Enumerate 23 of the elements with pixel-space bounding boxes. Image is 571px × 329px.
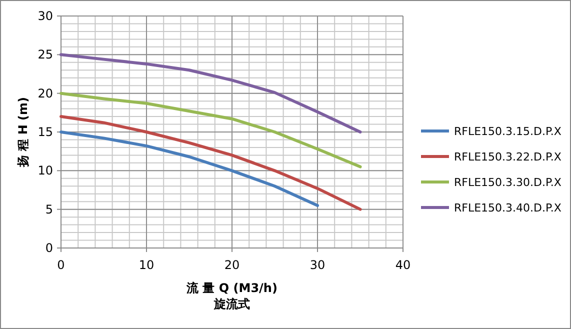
line-series <box>60 115 362 211</box>
text: 旋流式 <box>213 297 250 311</box>
legend-label: RFLE150.3.22.D.P.X <box>454 150 562 164</box>
legend-label: RFLE150.3.40.D.P.X <box>454 202 562 214</box>
line-series <box>60 53 362 134</box>
line-series <box>60 130 319 207</box>
y-tick-label: 15 <box>38 125 53 139</box>
y-tick-label: 20 <box>38 86 53 100</box>
line-series <box>60 92 362 168</box>
y-tick-label: 25 <box>38 48 53 62</box>
x-tick-label: 10 <box>138 258 154 272</box>
x-tick-label: 20 <box>224 258 240 272</box>
x-tick-label: 30 <box>310 258 326 272</box>
x-tick-label: 40 <box>395 258 411 272</box>
y-tick-label: 0 <box>45 241 53 255</box>
y-tick-label: 10 <box>38 164 53 178</box>
legend-label: RFLE150.3.15.D.P.X <box>454 125 562 138</box>
legend-label: RFLE150.3.30.D.P.X <box>454 176 562 189</box>
y-tick-label: 5 <box>45 202 53 216</box>
x-axis-title: 流 量 Q (M3/h) <box>186 281 278 295</box>
x-tick-label: 0 <box>57 258 65 272</box>
y-axis-title: 扬 程 H (m) <box>16 96 30 168</box>
y-tick-label: 30 <box>38 9 53 23</box>
